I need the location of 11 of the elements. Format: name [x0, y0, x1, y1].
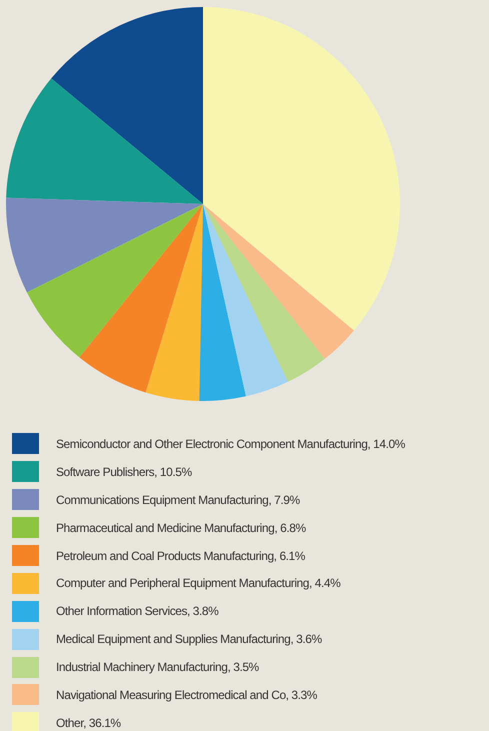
legend-label: Industrial Machinery Manufacturing, 3.5% [56, 660, 259, 674]
legend-label: Pharmaceutical and Medicine Manufacturing, 6.8% [56, 520, 306, 535]
legend-label: Software Publishers, 10.5% [56, 464, 192, 479]
legend-label: Computer and Peripheral Equipment Manufacturing, 4.4% [56, 576, 340, 590]
legend-label: Other Information Services, 3.8% [56, 604, 218, 618]
legend-label: Navigational Measuring Electromedical and Co, 3.3% [56, 688, 317, 702]
legend-label: Semiconductor and Other Electronic Component Manufacturing, 14.0% [56, 436, 405, 451]
legend-label: Petroleum and Coal Products Manufacturing, 6.1% [56, 548, 305, 562]
legend-label: Communications Equipment Manufacturing, 7.9% [56, 492, 300, 507]
legend-label: Other, 36.1% [56, 716, 121, 730]
legend-label: Medical Equipment and Supplies Manufacturing, 3.6% [56, 632, 322, 646]
